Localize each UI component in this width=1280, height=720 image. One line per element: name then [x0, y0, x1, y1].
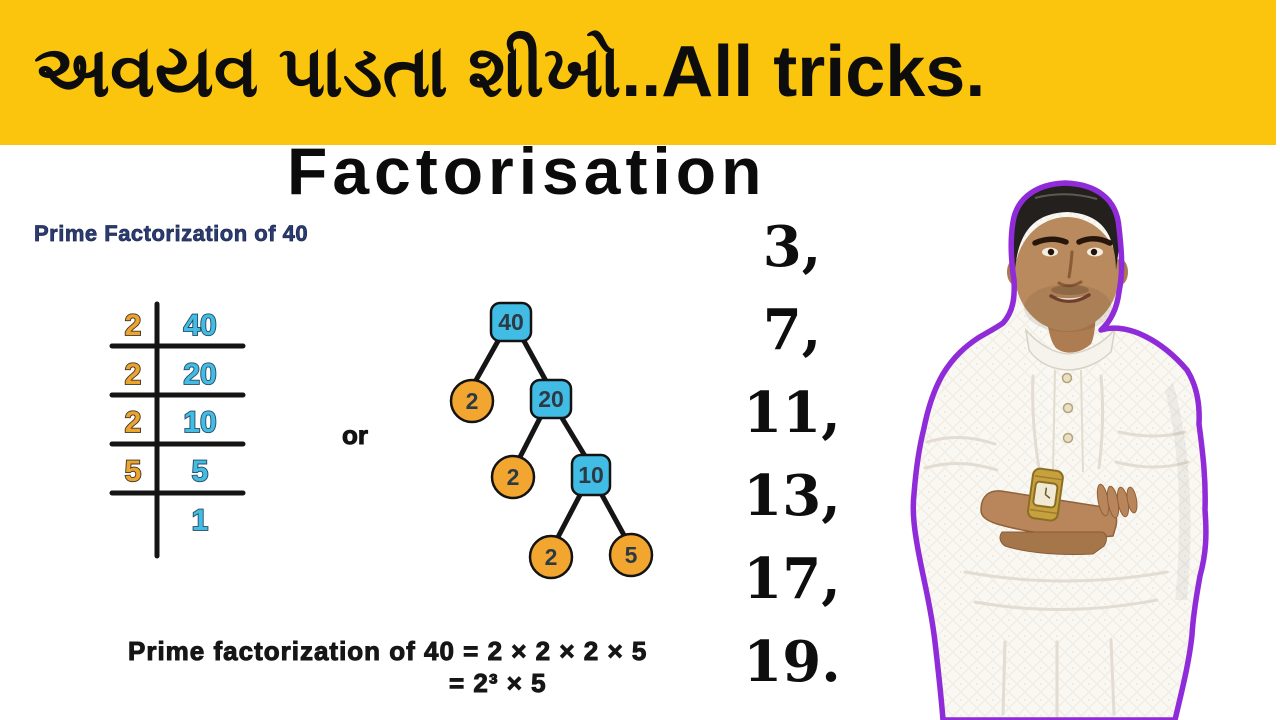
teeth [1056, 296, 1084, 300]
tree-prime-nodes [449, 378, 654, 580]
hand-fingers [1096, 483, 1138, 519]
ladder-value: 20 [183, 358, 216, 391]
page-title: Factorisation [287, 134, 767, 208]
hair-highlight [1034, 193, 1098, 200]
tree-branches [472, 338, 628, 542]
eyebrows [1032, 236, 1113, 246]
ladder-divisor: 5 [125, 455, 142, 488]
factor-tree-diagram: 40 2 20 2 10 2 5 [449, 301, 654, 580]
prime-numbers-list: 3, 7, 11, 13, 17, 19. [712, 205, 872, 703]
ladder-value: 5 [192, 455, 209, 488]
cutout-outline-stroke [910, 180, 1209, 720]
kurta-button [1062, 402, 1074, 414]
diagram-label: Prime Factorization of 40 [34, 221, 309, 247]
kurta-folds [923, 374, 1190, 718]
presenter-figure [910, 180, 1209, 720]
presenter-head [1007, 184, 1128, 332]
prime-item: 19. [743, 628, 841, 695]
wrist-watch [1026, 467, 1064, 522]
ladder-divisor: 2 [125, 406, 142, 439]
tree-prime: 2 [507, 464, 520, 490]
nose [1057, 250, 1083, 288]
tree-root-value: 40 [498, 309, 524, 335]
equation-line2: = 2³ × 5 [449, 668, 547, 699]
tree-composite-nodes [489, 301, 612, 497]
kurta-texture [913, 183, 1206, 720]
crossed-arms [980, 467, 1138, 556]
prime-item: 3, [762, 213, 822, 280]
face [1015, 217, 1119, 331]
forearm-lower [999, 531, 1107, 556]
tree-prime: 2 [466, 388, 479, 414]
prime-item: 7, [762, 296, 822, 363]
prime-item: 13, [743, 462, 841, 529]
ladder-lines [109, 301, 246, 559]
equation-line1: Prime factorization of 40 = 2 × 2 × 2 × … [127, 636, 648, 667]
or-label: or [342, 420, 369, 451]
prime-item: 17, [743, 545, 841, 612]
tree-prime: 2 [545, 544, 558, 570]
mustache [1051, 285, 1089, 295]
tree-composite: 20 [538, 386, 564, 412]
ladder-divisor: 2 [125, 309, 142, 342]
ladder-value: 10 [183, 406, 216, 439]
banner-title: અવયવ પાડતા શીખો..All tricks. [34, 31, 986, 112]
ladder-division-diagram: 2 2 2 5 40 20 10 5 1 [109, 301, 246, 559]
kurta-collar [1024, 327, 1116, 371]
ladder-divisor: 2 [125, 358, 142, 391]
hair [1010, 184, 1120, 270]
ladder-value: 40 [183, 309, 216, 342]
mouth [1049, 293, 1091, 303]
kurta-shadow [1165, 382, 1191, 600]
ladder-result: 1 [192, 504, 209, 537]
prime-item: 11, [743, 379, 841, 446]
tree-prime: 5 [625, 542, 638, 568]
kurta-placket [1052, 369, 1084, 473]
kurta-button [1062, 432, 1074, 444]
eyes [1042, 247, 1103, 257]
kurta-button [1061, 372, 1073, 384]
banner: અવયવ પાડતા શીખો..All tricks. [0, 0, 1276, 145]
tree-composite: 10 [578, 462, 604, 488]
